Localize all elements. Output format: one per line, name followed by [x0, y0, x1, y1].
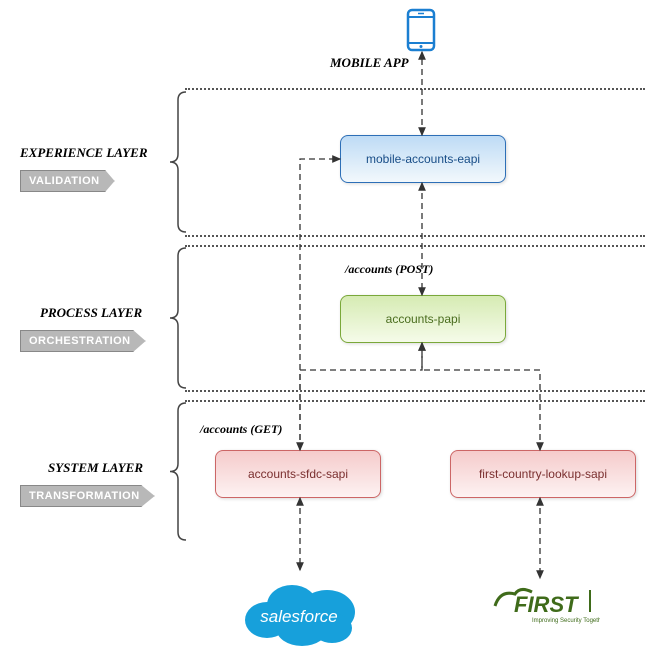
first-logo-sub: Improving Security Together: [532, 618, 600, 624]
accounts-post-label: /accounts (POST): [345, 262, 433, 277]
orchestration-badge: ORCHESTRATION: [20, 330, 146, 352]
mobile-app-label: MOBILE APP: [330, 55, 409, 71]
first-logo: FIRST Improving Security Together: [490, 582, 600, 626]
layer-divider: [185, 400, 645, 402]
system-layer-label: SYSTEM LAYER: [48, 460, 143, 476]
salesforce-text: salesforce: [260, 607, 337, 626]
experience-layer-label: EXPERIENCE LAYER: [20, 145, 148, 161]
node-sapi1: accounts-sfdc-sapi: [215, 450, 381, 498]
node-papi: accounts-papi: [340, 295, 506, 343]
node-sapi2: first-country-lookup-sapi: [450, 450, 636, 498]
layer-divider: [185, 245, 645, 247]
salesforce-logo: salesforce: [232, 570, 367, 650]
validation-badge: VALIDATION: [20, 170, 115, 192]
layer-divider: [185, 390, 645, 392]
transformation-badge: TRANSFORMATION: [20, 485, 155, 507]
process-layer-label: PROCESS LAYER: [40, 305, 142, 321]
accounts-get-label: /accounts (GET): [200, 422, 282, 437]
layer-divider: [185, 88, 645, 90]
diagram-canvas: MOBILE APP EXPERIENCE LAYER PROCESS LAYER S…: [0, 0, 665, 662]
first-logo-text: FIRST: [514, 592, 579, 617]
layer-divider: [185, 235, 645, 237]
mobile-app-icon: [406, 8, 436, 52]
node-eapi: mobile-accounts-eapi: [340, 135, 506, 183]
